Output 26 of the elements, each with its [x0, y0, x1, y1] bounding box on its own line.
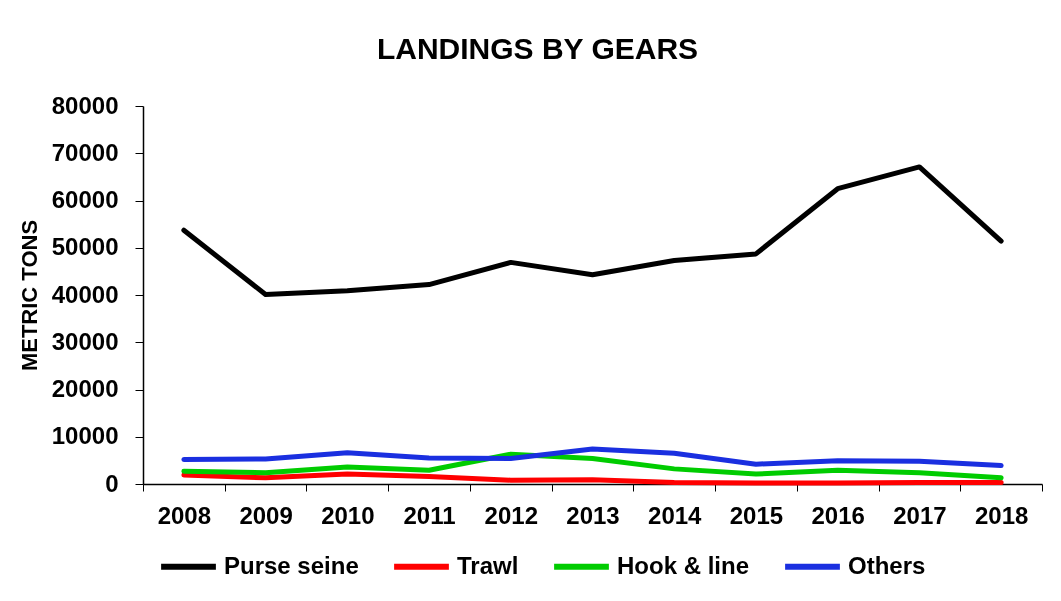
x-tick-label: 2012 — [484, 501, 538, 529]
legend-label: Purse seine — [224, 551, 359, 579]
y-tick-label: 40000 — [51, 280, 119, 308]
x-tick-label: 2009 — [239, 501, 293, 529]
y-tick-label: 80000 — [51, 91, 119, 119]
y-axis-title: METRIC TONS — [16, 219, 42, 372]
x-tick-label: 2013 — [566, 501, 620, 529]
x-tick-label: 2011 — [403, 501, 456, 529]
legend-label: Hook & line — [617, 551, 750, 579]
y-tick-label: 30000 — [51, 327, 119, 355]
chart-title: LANDINGS BY GEARS — [376, 32, 699, 65]
x-tick-label: 2017 — [893, 501, 947, 529]
x-tick-label: 2010 — [321, 501, 375, 529]
legend-label: Others — [848, 551, 926, 579]
x-tick-label: 2015 — [729, 501, 784, 529]
legend-label: Trawl — [457, 551, 519, 579]
x-tick-label: 2014 — [648, 501, 703, 529]
y-tick-label: 20000 — [51, 375, 119, 402]
y-tick-label: 50000 — [51, 233, 119, 261]
x-tick-label: 2016 — [811, 501, 865, 529]
x-tick-label: 2018 — [974, 501, 1029, 529]
y-tick-label: 0 — [105, 469, 119, 497]
y-tick-label: 60000 — [51, 186, 119, 213]
x-tick-label: 2008 — [157, 501, 212, 529]
y-tick-label: 10000 — [51, 422, 119, 450]
y-tick-label: 70000 — [51, 138, 119, 166]
